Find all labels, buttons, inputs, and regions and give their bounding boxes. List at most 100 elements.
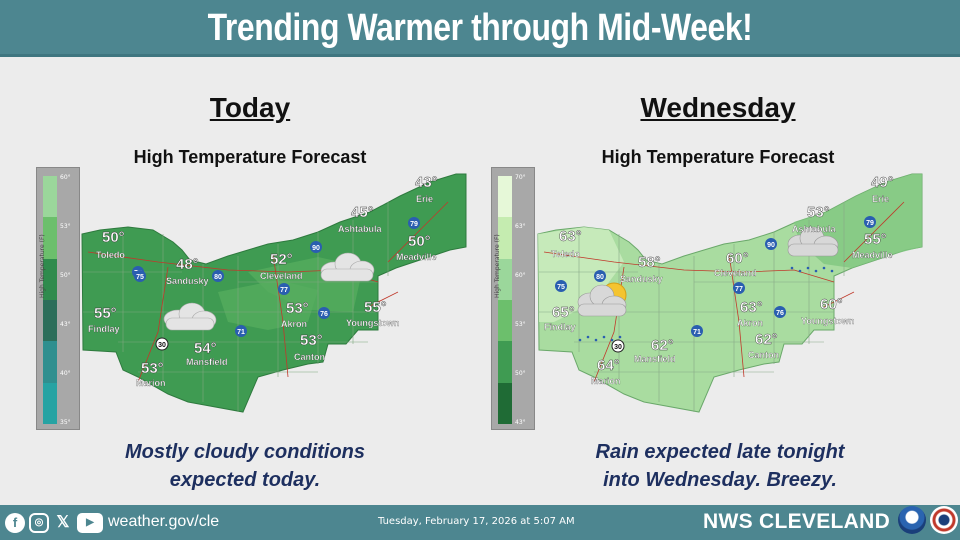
temp-value: 53° [286, 300, 309, 317]
highway-shield [594, 270, 606, 282]
highway-number: 79 [410, 221, 418, 228]
highway-shield [155, 337, 169, 351]
highway-shield [310, 241, 322, 253]
temp-value: 53° [807, 204, 830, 221]
legend-tick: 70° [515, 174, 526, 181]
highway-shield [611, 339, 625, 353]
youtube-icon[interactable]: ▶ [77, 513, 103, 533]
highway-number: 75 [136, 274, 144, 281]
nws-logo [930, 506, 958, 534]
legend-today-swatch [43, 382, 57, 424]
temp-value: 48° [176, 256, 199, 273]
city-label: Cleveland [260, 271, 303, 281]
city-label: Toledo [96, 250, 125, 260]
city-label: Erie [872, 194, 889, 204]
highway-number: 90 [767, 242, 775, 249]
temp-value: 63° [559, 228, 582, 245]
highway-number: 80 [214, 274, 222, 281]
panel-wednesday-day: Wednesday [640, 92, 796, 123]
caption-wednesday-line2: into Wednesday. Breezy. [603, 469, 837, 491]
temp-value: 50° [102, 229, 125, 246]
panel-today-day: Today [209, 92, 291, 123]
legend-wednesday-swatch [498, 299, 512, 342]
legend-tick: 43° [515, 419, 526, 426]
temp-value: 45° [351, 204, 374, 221]
issued-timestamp: Tuesday, February 17, 2026 at 5:07 AM [378, 516, 575, 527]
map-labels-today: 75 80 90 79 77 71 76 30 50° 48° 52° 45° … [88, 174, 438, 388]
highway-number: 76 [320, 311, 328, 318]
highway-shield [278, 283, 290, 295]
temp-value: 58° [638, 254, 661, 271]
temp-value: 62° [651, 337, 674, 354]
legend-wednesday-swatch [498, 258, 512, 300]
highway-shield [318, 307, 330, 319]
city-label: Akron [737, 318, 763, 328]
highway-lines [543, 201, 905, 383]
x-icon[interactable]: 𝕏 [56, 514, 70, 531]
city-label: Marion [136, 378, 166, 388]
city-label: Youngstown [801, 316, 854, 326]
legend-tick: 53° [60, 223, 71, 230]
temp-value: 64° [597, 357, 620, 374]
highway-number: 71 [237, 329, 245, 336]
highway-shield [134, 270, 146, 282]
highway-shield [774, 306, 786, 318]
temp-value: 63° [740, 299, 763, 316]
temp-value: 55° [864, 231, 887, 248]
website-link[interactable]: weather.gov/cle [108, 513, 220, 530]
highway-shield [733, 282, 745, 294]
city-label: Meadville [396, 252, 437, 262]
highway-shield [765, 238, 777, 250]
title-banner: Trending Warmer through Mid-Week! [0, 0, 960, 57]
temp-value: 53° [141, 360, 164, 377]
legend-tick: 53° [515, 321, 526, 328]
highway-number: 30 [614, 344, 622, 351]
instagram-icon[interactable]: ◎ [29, 513, 49, 533]
city-label: Mansfield [186, 357, 228, 367]
legend-axis-label: High Temperature (F) [39, 234, 46, 298]
rain-cloud-icon [787, 226, 839, 257]
temp-value: 60° [820, 296, 843, 313]
forecast-map-today: 75 [81, 173, 467, 413]
legend-tick: 60° [515, 272, 526, 279]
highway-lines [87, 201, 449, 383]
caption-today-line2: expected today. [169, 469, 321, 491]
city-label: Youngstown [346, 318, 399, 328]
city-label: Findlay [544, 322, 576, 332]
temp-value: 49° [871, 174, 894, 191]
highway-number: 90 [312, 245, 320, 252]
legend-wednesday-swatch [498, 217, 512, 259]
legend-today-swatch [43, 258, 57, 300]
shield-group [134, 217, 420, 351]
legend-wednesday: 70° 63° 60° 53° 50° 43° High Temperature… [491, 167, 535, 430]
city-label: Meadville [852, 250, 893, 260]
highway-shield [864, 216, 876, 228]
forecast-map-wednesday: 75 80 90 79 77 71 76 30 63° 58° 60° 5 [537, 173, 923, 413]
legend-tick: 40° [60, 370, 71, 377]
temp-value: 54° [194, 340, 217, 357]
highway-number: 77 [280, 287, 288, 294]
legend-today-bar [43, 176, 57, 424]
city-label: Canton [748, 350, 779, 360]
office-name: NWS CLEVELAND [703, 510, 891, 533]
temp-value: 60° [726, 250, 749, 267]
legend-today-swatch [43, 217, 57, 259]
legend-tick: 43° [60, 321, 71, 328]
region-warm-patch [538, 227, 624, 322]
footer-bar: f ◎ 𝕏 ▶ weather.gov/cle Tuesday, Februar… [0, 505, 960, 540]
facebook-icon[interactable]: f [5, 513, 25, 533]
legend-tick: 35° [60, 419, 71, 426]
highway-number: 71 [693, 329, 701, 336]
legend-tick: 50° [60, 272, 71, 279]
temp-value: 55° [364, 299, 387, 316]
cloud-icon [163, 302, 217, 331]
city-label: Sandusky [620, 274, 663, 284]
caption-wednesday-line1: Rain expected late tonight [595, 441, 845, 463]
caption-today-line1: Mostly cloudy conditions [124, 441, 365, 463]
city-label: Toledo [551, 249, 580, 259]
legend-wednesday-swatch [498, 341, 512, 383]
panel-today-subtitle: High Temperature Forecast [133, 147, 367, 167]
temp-value: 55° [94, 305, 117, 322]
city-label: Marion [591, 376, 621, 386]
legend-today-swatch [43, 341, 57, 383]
